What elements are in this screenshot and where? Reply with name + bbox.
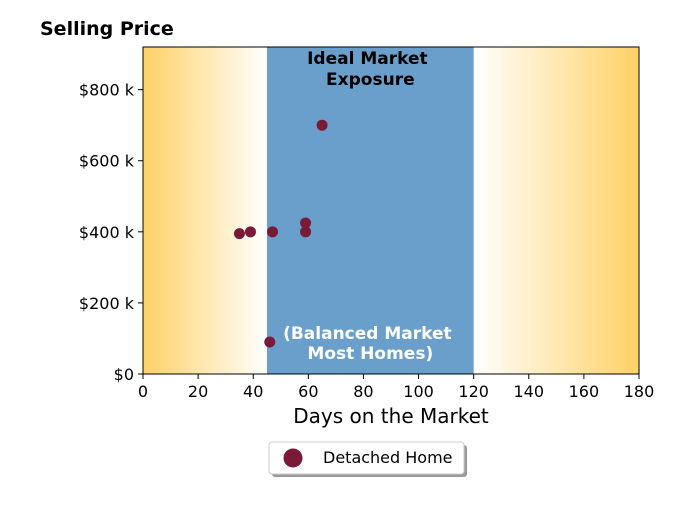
x-tick-label: 40 [243,382,263,401]
data-point [233,228,245,240]
x-tick-label: 20 [188,382,208,401]
x-tick-label: 160 [569,382,600,401]
plot-background-left [143,47,267,374]
annotation-ideal-line-2: Exposure [326,70,415,90]
x-tick-label: 60 [298,382,318,401]
annotation-ideal-market: Ideal Market Exposure [307,49,433,90]
ideal-exposure-band [267,47,474,374]
annotation-balanced-market: (Balanced Market Most Homes) [283,324,458,364]
y-tick-label: $0 [114,365,134,384]
x-tick-label: 180 [624,382,655,401]
data-point [300,226,312,238]
x-tick-label: 120 [458,382,489,401]
x-tick-label: 80 [353,382,373,401]
y-tick-label: $600 k [79,152,135,171]
chart-title: Selling Price [40,18,174,40]
plot-background-right [473,47,639,374]
x-tick-label: 100 [403,382,434,401]
data-point [264,336,276,348]
annotation-ideal-line-1: Ideal Market [307,49,428,69]
data-point [244,226,256,238]
y-tick-label: $200 k [79,294,135,313]
annotation-balanced-line-1: (Balanced Market [283,324,452,344]
legend-box [268,441,465,475]
y-axis-ticks: $0 $200 k $400 k $600 k $800 k [79,81,143,384]
x-tick-label: 140 [514,382,545,401]
x-tick-label: 0 [138,382,148,401]
data-point [267,226,279,238]
plot-frame [142,46,640,375]
y-tick-label: $800 k [79,81,135,100]
annotation-balanced-line-2: Most Homes) [307,344,433,364]
x-axis-ticks: 0 20 40 60 80 100 120 140 160 180 [138,374,654,401]
y-tick-label: $400 k [79,223,135,242]
legend-marker-detached-home [283,448,303,468]
legend-label-detached-home: Detached Home [323,448,453,467]
data-points [233,119,328,348]
data-point [300,217,312,229]
x-axis-title: Days on the Market [293,404,489,428]
data-point [316,119,328,131]
legend: Detached Home [268,441,467,477]
